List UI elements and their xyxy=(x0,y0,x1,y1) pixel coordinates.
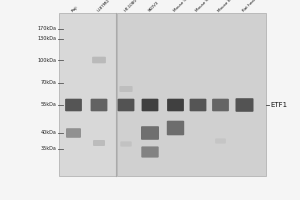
Text: ETF1: ETF1 xyxy=(270,102,287,108)
FancyBboxPatch shape xyxy=(215,138,226,144)
Text: 55kDa: 55kDa xyxy=(40,102,56,108)
Text: 170kDa: 170kDa xyxy=(38,26,56,31)
Text: U-87MG: U-87MG xyxy=(96,0,111,13)
FancyBboxPatch shape xyxy=(167,121,184,135)
FancyBboxPatch shape xyxy=(65,99,82,111)
FancyBboxPatch shape xyxy=(167,99,184,111)
Text: 35kDa: 35kDa xyxy=(40,146,56,152)
Bar xyxy=(117,13,266,176)
Text: Raji: Raji xyxy=(71,5,79,13)
FancyBboxPatch shape xyxy=(190,99,206,111)
Text: 70kDa: 70kDa xyxy=(40,80,56,86)
FancyBboxPatch shape xyxy=(236,98,253,112)
Bar xyxy=(58,13,116,176)
FancyBboxPatch shape xyxy=(93,140,105,146)
FancyBboxPatch shape xyxy=(91,99,107,111)
Text: 40kDa: 40kDa xyxy=(40,130,56,136)
Text: HT-1080: HT-1080 xyxy=(123,0,138,13)
FancyBboxPatch shape xyxy=(118,99,134,111)
Text: Mouse heart: Mouse heart xyxy=(195,0,216,13)
Text: 130kDa: 130kDa xyxy=(38,36,56,42)
FancyBboxPatch shape xyxy=(142,99,158,111)
Text: Mouse kidney: Mouse kidney xyxy=(218,0,241,13)
Text: Rat heart: Rat heart xyxy=(242,0,258,13)
FancyBboxPatch shape xyxy=(119,86,133,92)
FancyBboxPatch shape xyxy=(66,128,81,138)
Text: SKOV3: SKOV3 xyxy=(147,1,160,13)
Text: 100kDa: 100kDa xyxy=(38,58,56,62)
FancyBboxPatch shape xyxy=(141,126,159,140)
FancyBboxPatch shape xyxy=(120,141,132,147)
FancyBboxPatch shape xyxy=(212,99,229,111)
FancyBboxPatch shape xyxy=(141,146,159,158)
FancyBboxPatch shape xyxy=(92,57,106,63)
Text: Mouse liver: Mouse liver xyxy=(173,0,192,13)
